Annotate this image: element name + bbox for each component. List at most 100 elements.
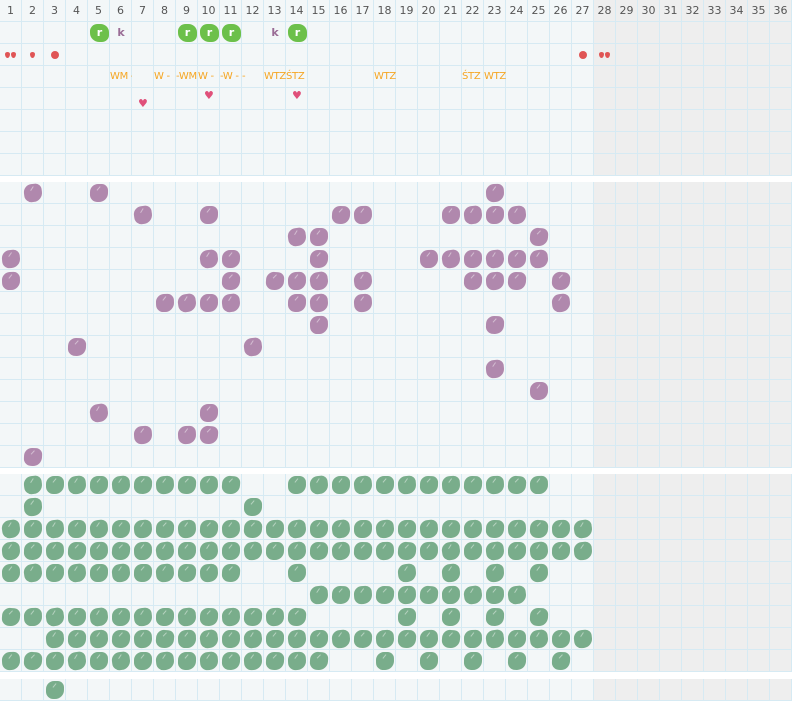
grid-cell[interactable] — [506, 88, 528, 110]
grid-cell[interactable] — [682, 424, 704, 446]
grid-cell[interactable] — [704, 424, 726, 446]
grid-cell[interactable] — [308, 270, 330, 292]
grid-cell[interactable] — [220, 606, 242, 628]
green-mark-icon[interactable] — [420, 652, 438, 670]
grid-cell[interactable] — [154, 606, 176, 628]
grid-cell[interactable] — [616, 402, 638, 424]
grid-cell[interactable] — [44, 226, 66, 248]
grid-cell[interactable] — [550, 562, 572, 584]
purple-mark-icon[interactable] — [485, 183, 505, 203]
grid-cell[interactable] — [22, 474, 44, 496]
grid-cell[interactable] — [242, 44, 264, 66]
grid-cell[interactable] — [88, 358, 110, 380]
grid-cell[interactable] — [638, 270, 660, 292]
grid-cell[interactable] — [374, 44, 396, 66]
grid-cell[interactable] — [440, 154, 462, 176]
r-badge-icon[interactable]: r — [178, 24, 197, 42]
k-letter-icon[interactable]: k — [271, 26, 279, 39]
purple-mark-icon[interactable] — [331, 205, 351, 225]
grid-cell[interactable] — [154, 358, 176, 380]
grid-cell[interactable] — [44, 540, 66, 562]
grid-cell[interactable] — [66, 424, 88, 446]
grid-cell[interactable] — [704, 474, 726, 496]
grid-cell[interactable] — [308, 66, 330, 88]
grid-cell[interactable] — [616, 88, 638, 110]
grid-cell[interactable] — [682, 584, 704, 606]
grid-cell[interactable] — [242, 518, 264, 540]
grid-cell[interactable]: k — [110, 22, 132, 44]
grid-cell[interactable] — [22, 496, 44, 518]
grid-cell[interactable] — [572, 88, 594, 110]
grid-cell[interactable] — [682, 44, 704, 66]
purple-mark-icon[interactable] — [529, 381, 549, 401]
grid-cell[interactable] — [88, 270, 110, 292]
grid-cell[interactable] — [462, 132, 484, 154]
grid-cell[interactable] — [264, 474, 286, 496]
grid-cell[interactable] — [66, 314, 88, 336]
grid-cell[interactable] — [638, 22, 660, 44]
grid-cell[interactable] — [330, 182, 352, 204]
grid-cell[interactable] — [550, 270, 572, 292]
grid-cell[interactable] — [44, 650, 66, 672]
grid-cell[interactable] — [462, 336, 484, 358]
day-number[interactable]: 25 — [528, 0, 550, 22]
grid-cell[interactable] — [594, 380, 616, 402]
grid-cell[interactable]: r — [286, 22, 308, 44]
grid-cell[interactable] — [396, 446, 418, 468]
grid-cell[interactable] — [66, 679, 88, 701]
day-number[interactable]: 18 — [374, 0, 396, 22]
day-number[interactable]: 33 — [704, 0, 726, 22]
grid-cell[interactable] — [638, 154, 660, 176]
grid-cell[interactable] — [550, 679, 572, 701]
grid-cell[interactable] — [528, 518, 550, 540]
grid-cell[interactable] — [594, 540, 616, 562]
grid-cell[interactable] — [176, 606, 198, 628]
grid-cell[interactable] — [572, 496, 594, 518]
grid-cell[interactable] — [242, 248, 264, 270]
purple-mark-icon[interactable] — [551, 293, 571, 313]
grid-cell[interactable] — [660, 584, 682, 606]
grid-cell[interactable] — [44, 606, 66, 628]
grid-cell[interactable] — [770, 518, 792, 540]
day-number[interactable]: 14 — [286, 0, 308, 22]
grid-cell[interactable] — [286, 154, 308, 176]
grid-cell[interactable] — [704, 44, 726, 66]
grid-cell[interactable] — [88, 314, 110, 336]
grid-cell[interactable] — [616, 132, 638, 154]
grid-cell[interactable] — [748, 380, 770, 402]
grid-cell[interactable] — [770, 226, 792, 248]
grid-cell[interactable] — [352, 110, 374, 132]
grid-cell[interactable] — [352, 606, 374, 628]
green-mark-icon[interactable] — [265, 607, 285, 627]
grid-cell[interactable] — [88, 154, 110, 176]
grid-cell[interactable] — [220, 446, 242, 468]
green-mark-icon[interactable] — [155, 519, 175, 539]
green-mark-icon[interactable] — [221, 519, 241, 539]
grid-cell[interactable] — [352, 66, 374, 88]
grid-cell[interactable] — [374, 182, 396, 204]
grid-cell[interactable] — [132, 44, 154, 66]
grid-cell[interactable]: ♥ — [198, 88, 220, 110]
green-mark-icon[interactable] — [375, 541, 395, 561]
grid-cell[interactable] — [748, 584, 770, 606]
green-mark-icon[interactable] — [529, 519, 549, 539]
grid-cell[interactable] — [396, 22, 418, 44]
grid-cell[interactable] — [198, 474, 220, 496]
grid-cell[interactable] — [220, 380, 242, 402]
green-mark-icon[interactable] — [529, 607, 549, 627]
grid-cell[interactable] — [66, 380, 88, 402]
grid-cell[interactable] — [660, 336, 682, 358]
grid-cell[interactable] — [0, 518, 22, 540]
grid-cell[interactable] — [198, 270, 220, 292]
grid-cell[interactable] — [506, 314, 528, 336]
grid-cell[interactable] — [308, 226, 330, 248]
grid-cell[interactable] — [638, 606, 660, 628]
grid-cell[interactable] — [484, 110, 506, 132]
grid-cell[interactable] — [616, 336, 638, 358]
day-number[interactable]: 22 — [462, 0, 484, 22]
grid-cell[interactable] — [462, 584, 484, 606]
grid-cell[interactable] — [594, 402, 616, 424]
grid-cell[interactable]: -WM - — [176, 66, 203, 88]
grid-cell[interactable] — [308, 474, 330, 496]
k-letter-icon[interactable]: k — [117, 26, 125, 39]
